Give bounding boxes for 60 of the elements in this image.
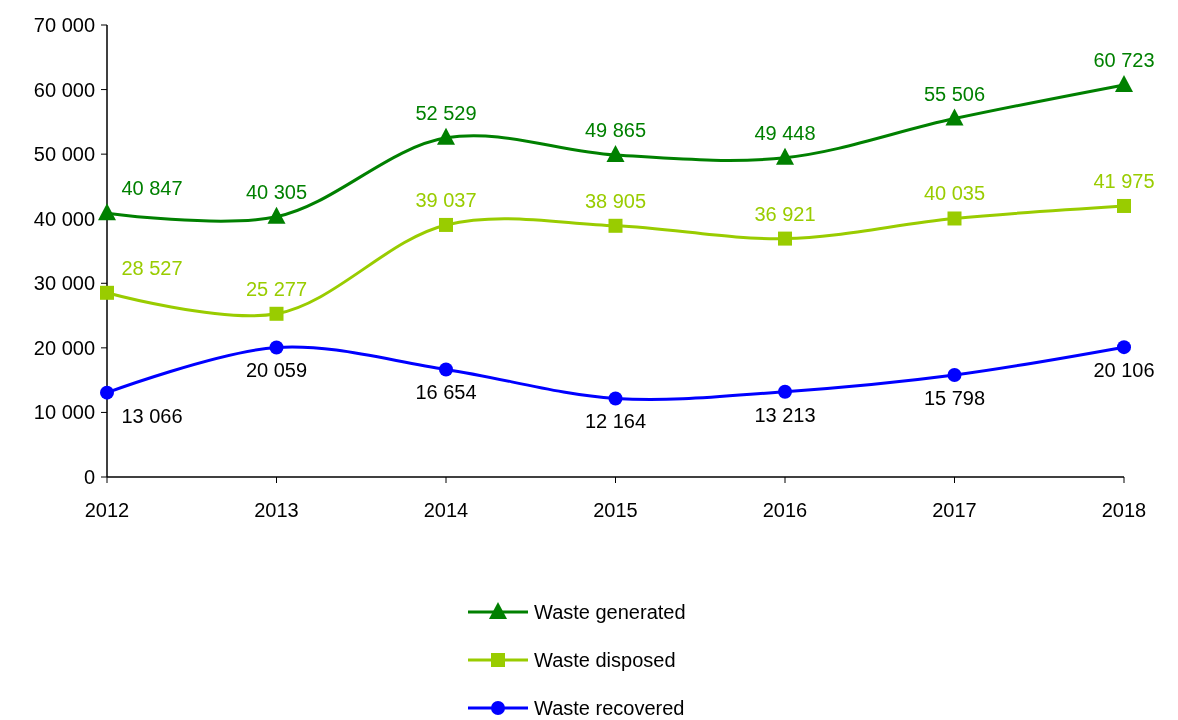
x-tick-label: 2015 [593,499,638,521]
point [98,203,116,221]
point [267,206,286,224]
data-label: 40 035 [923,182,986,205]
point [606,145,625,163]
data-label: 20 059 [245,359,308,382]
point [1117,198,1131,213]
point [945,108,964,126]
y-tick-label: 20 000 [33,336,95,359]
data-label: 16 654 [415,381,477,404]
data-label: 38 905 [584,189,647,212]
data-label: 60 723 [1093,48,1155,71]
y-tick-label: 10 000 [33,401,95,424]
x-tick-label: 2017 [932,499,977,521]
x-tick-label: 2012 [84,499,130,521]
point [776,147,794,165]
data-label: 55 506 [923,82,986,105]
y-tick-label: 50 000 [33,143,95,166]
point [1115,74,1133,92]
data-label: 49 448 [754,121,816,144]
data-label: 20 106 [1093,359,1155,382]
legend-label: Waste disposed [534,649,676,671]
point [439,362,453,377]
point [439,217,453,232]
y-tick-label: 70 000 [33,14,95,36]
data-label: 40 847 [121,177,183,200]
x-tick-label: 2016 [762,499,808,521]
point [1117,340,1131,355]
point [947,211,962,226]
data-label: 15 798 [923,386,986,409]
point [100,385,114,400]
data-label: 52 529 [415,101,477,124]
point [778,384,792,399]
data-label: 13 213 [754,403,816,426]
x-tick-label: 2018 [1101,499,1147,521]
legend-label: Waste generated [534,601,686,623]
point [269,306,284,321]
data-label: 40 305 [245,180,308,203]
x-tick-label: 2014 [423,499,469,521]
point [608,218,623,233]
point [100,285,114,300]
point [947,367,962,382]
y-tick-label: 0 [83,466,95,488]
y-tick-label: 40 000 [33,207,95,230]
data-label: 28 527 [121,256,183,279]
point [778,231,792,246]
y-tick-label: 30 000 [33,272,95,295]
data-label: 36 921 [754,202,816,225]
data-label: 49 865 [584,119,647,142]
point [608,391,623,406]
legend-label: Waste recovered [534,697,685,719]
data-label: 13 066 [121,404,183,427]
data-label: 39 037 [415,188,477,211]
point [437,127,455,145]
data-label: 12 164 [584,410,647,433]
data-label: 41 975 [1093,169,1155,192]
y-tick-label: 60 000 [33,78,95,101]
point [269,340,284,355]
data-label: 25 277 [245,277,308,300]
x-tick-label: 2013 [254,499,299,521]
